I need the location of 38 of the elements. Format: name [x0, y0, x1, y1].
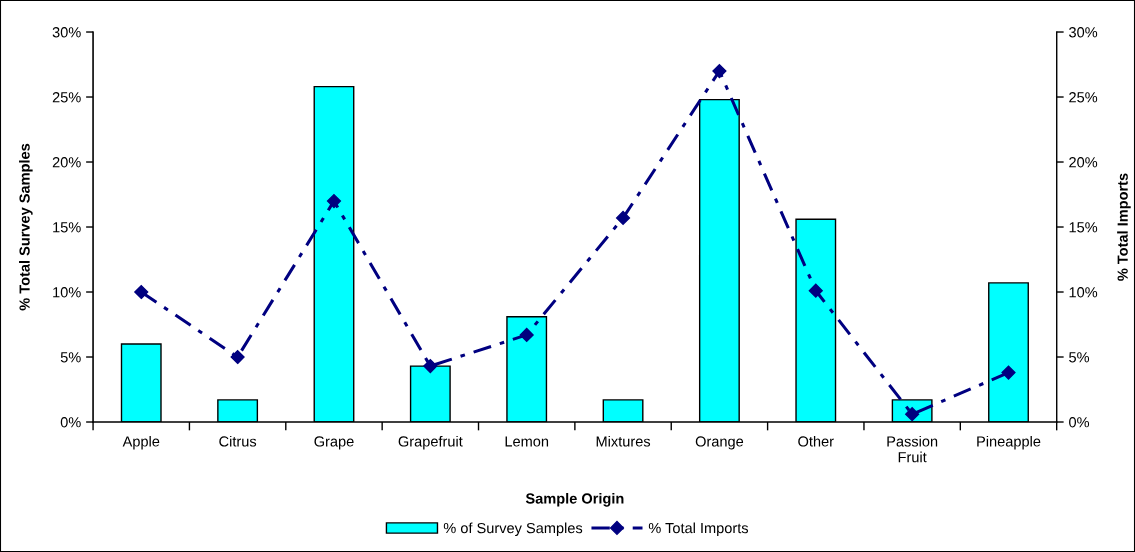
point [1001, 365, 1016, 380]
y-axis-title: % Total Survey Samples [19, 143, 33, 311]
x-tick-label: Grape [314, 436, 354, 450]
point [134, 284, 149, 300]
legend-label: % of Survey Samples [443, 522, 583, 537]
point [519, 327, 534, 342]
y2-tick-label: 0% [1069, 417, 1090, 428]
x-tick-label: Passion Fruit [887, 435, 938, 463]
x-tick-label: Mixtures [596, 435, 651, 447]
y2-tick-label: 15% [1069, 222, 1098, 233]
x-tick-label: Citrus [219, 435, 257, 447]
y2-tick-label: 25% [1069, 92, 1098, 103]
point [423, 359, 438, 374]
y-tick-label: 5% [60, 352, 81, 363]
point [326, 193, 342, 209]
y-tick-label: 30% [52, 27, 81, 38]
y-tick-label: 15% [53, 222, 81, 233]
point [615, 210, 631, 225]
point [712, 63, 727, 79]
y2-tick-label: 30% [1069, 27, 1098, 38]
y2-tick-label: 20% [1069, 157, 1098, 168]
y-tick-label: 25% [52, 92, 81, 103]
x-axis-title: Sample Origin [525, 492, 624, 507]
point [230, 349, 245, 365]
x-tick-label: Orange [695, 436, 744, 450]
y2-axis-title: % Total Imports [1117, 173, 1131, 281]
x-tick-label: Pineapple [977, 435, 1041, 450]
y-tick-label: 0% [60, 417, 81, 428]
y2-tick-label: 5% [1069, 352, 1090, 363]
y-tick-label: 10% [53, 287, 81, 298]
y2-tick-label: 10% [1069, 287, 1098, 298]
y-tick-label: 20% [52, 157, 81, 168]
x-tick-label: Apple [122, 435, 160, 450]
x-tick-label: Other [798, 435, 834, 447]
point [808, 283, 823, 298]
x-tick-label: Lemon [505, 436, 549, 447]
legend-label: % Total Imports [648, 522, 749, 537]
x-tick-label: Grapefruit [398, 435, 463, 450]
